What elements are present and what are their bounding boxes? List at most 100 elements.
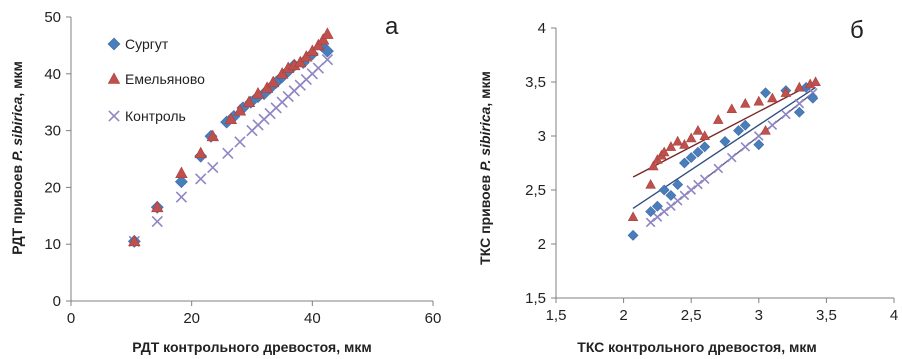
panel-b-marks [627,76,821,241]
panel-b-point-kontrol [679,190,690,201]
panel-b-point-kontrol-stroke-b [652,212,663,222]
panel-a-x-tick-label: 0 [67,310,75,327]
panel-a-point-kontrol-stroke-b [195,173,207,185]
panel-b-y-tick-label: 4 [538,20,546,37]
panel-b-point-surgut [672,179,684,191]
panel-b-point-surgut [685,152,697,164]
legend-marker-surgut-shape [107,37,121,51]
panel-b-point-kontrol-stroke-b [686,185,697,195]
legend-item-kontrol: Контроль [108,108,186,124]
panel-b-x-tick-label: 1,5 [546,307,567,324]
panel-b-point-kontrol-stroke-b [726,152,737,163]
panel-a-point-emelyanovo [300,50,313,62]
panel-b-point-kontrol [659,206,669,217]
panel-a-axes: 0 20 40 60 0 10 20 30 40 50 [44,9,441,327]
panel-a-point-kontrol [234,136,246,148]
legend-item-emelyanovo: Емельяново [107,71,205,87]
panel-a-point-emelyanovo [233,104,247,116]
panel-b-x-tick-label: 3,5 [816,307,837,324]
panel-b-point-emelyanovo [665,141,677,151]
legend-marker-emelyanovo [107,72,121,84]
panel-b-point-emelyanovo [672,135,683,146]
chart-panel-a: 0 20 40 60 0 10 20 30 40 50 а РДТ контрольного др… [9,9,441,355]
panel-a-y-tick-label: 0 [53,293,61,310]
panel-b-y-tick-label: 2 [538,236,546,253]
panel-a-point-kontrol-stroke-b [151,215,163,228]
panel-a-point-emelyanovo [128,234,141,247]
panel-b-point-emelyanovo [699,130,710,141]
panel-b-y-tick-label: 3 [538,128,546,145]
panel-a-point-kontrol-stroke-b [321,53,334,66]
panel-b-point-kontrol-stroke-b [713,163,724,174]
legend-marker-kontrol-shape [108,110,120,122]
panel-b-point-kontrol [740,141,751,152]
panel-a-y-title-post: , мкм [9,61,25,97]
panel-a-point-kontrol [175,191,188,203]
panel-b-point-emelyanovo [794,81,805,92]
panel-b-point-surgut [793,106,805,118]
panel-b-point-kontrol-stroke-b [699,174,710,185]
panel-b-point-kontrol [686,185,697,195]
legend-label-kontrol: Контроль [125,108,186,124]
panel-a-x-tick-label: 60 [425,310,442,327]
panel-b-x-tick-label: 2 [619,307,627,324]
panel-b-point-surgut [807,92,819,104]
panel-a-point-emelyanovo [151,200,164,213]
panel-a-point-emelyanovo [266,75,280,88]
panel-a-y-tick-label: 40 [44,66,61,83]
panel-b-y-axis-title: ТКС привоев P. sibirica, мкм [477,71,493,265]
panel-b-point-emelyanovo [679,139,690,149]
panel-a-y-tick-label: 10 [44,236,61,253]
panel-b-point-surgut [665,189,677,201]
panel-a-point-kontrol [207,161,219,174]
legend-label-emelyanovo: Емельяново [125,71,205,87]
panel-a-point-emelyanovo [312,38,325,51]
panel-b-point-kontrol-stroke-b [781,109,791,120]
panel-b-point-kontrol-stroke-b [679,190,690,201]
panel-a-point-emelyanovo [206,129,219,142]
panel-a-point-kontrol-stroke-b [175,191,188,203]
panel-a-y-tick-label: 30 [44,123,61,140]
panel-b-point-surgut [679,157,690,169]
panel-b-point-surgut [651,200,663,212]
panel-b-point-kontrol-stroke-b [659,206,669,217]
panel-b-letter: б [850,17,864,44]
panel-b-point-kontrol [794,98,805,109]
panel-b-point-kontrol [652,212,663,222]
panel-a-point-emelyanovo [321,27,334,39]
panel-b-point-surgut [760,87,771,99]
panel-b-point-kontrol-stroke-b [767,120,778,131]
panel-b-point-emelyanovo [780,87,792,97]
panel-b-point-surgut [733,125,744,137]
legend-marker-emelyanovo-shape [107,72,121,84]
panel-b-point-kontrol [666,201,676,212]
panel-b-x-tick-label: 4 [890,307,898,324]
panel-a-point-kontrol-stroke-b [222,147,234,159]
panel-b-point-emelyanovo [627,211,639,222]
panel-a-letter: а [385,13,399,40]
panel-b-point-kontrol [693,179,703,190]
panel-b-point-emelyanovo [648,160,659,171]
panel-b-point-emelyanovo [767,92,778,103]
panel-b-point-kontrol [726,152,737,163]
panel-a-point-emelyanovo [251,87,265,99]
panel-a-point-surgut [174,175,188,189]
legend-marker-kontrol-shape-stroke-b [108,110,120,122]
panel-a-y-title-pre: РДТ привоев [9,161,25,255]
panel-a-point-kontrol-stroke-b [312,62,325,74]
panel-b-point-kontrol-stroke-b [693,179,703,190]
panel-a-point-kontrol [222,147,234,159]
panel-b-point-emelyanovo [712,114,724,124]
panel-a-point-kontrol-stroke-b [207,161,219,174]
panel-b-point-emelyanovo [658,146,670,157]
panel-b-y-title-species: P. sibirica [477,106,493,171]
panel-a-point-emelyanovo [224,112,238,125]
panel-b-point-surgut [739,119,751,131]
panel-b-point-emelyanovo [726,103,738,114]
panel-a-y-axis-title: РДТ привоев P. sibirica, мкм [9,61,25,255]
panel-b-point-kontrol-stroke-b [740,141,751,152]
panel-a-point-emelyanovo [194,146,207,159]
panel-b-y-title-post: , мкм [477,71,493,107]
panel-a-point-emelyanovo [316,33,330,45]
